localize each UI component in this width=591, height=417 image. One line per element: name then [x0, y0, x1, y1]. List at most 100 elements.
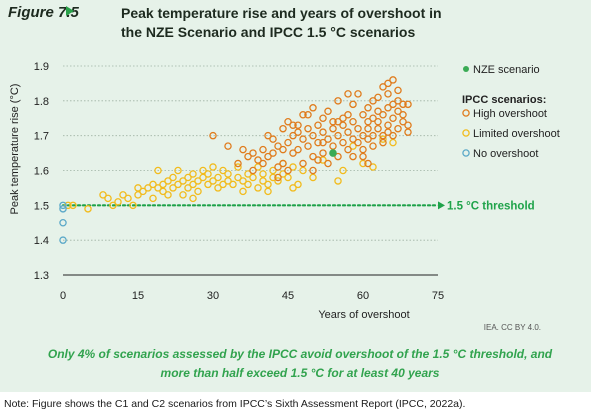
point-high-overshoot — [324, 107, 332, 116]
x-axis-label: Years of overshoot — [318, 309, 409, 321]
y-tick-label: 1.8 — [34, 96, 49, 108]
point-high-overshoot — [319, 128, 327, 136]
point-high-overshoot — [334, 152, 342, 161]
point-limited-overshoot — [174, 180, 182, 189]
point-high-overshoot — [279, 145, 287, 154]
point-limited-overshoot — [224, 170, 232, 178]
point-limited-overshoot — [64, 201, 72, 210]
point-high-overshoot — [269, 135, 277, 143]
point-no-overshoot — [59, 201, 67, 210]
point-limited-overshoot — [154, 166, 162, 175]
point-high-overshoot — [259, 159, 267, 168]
point-high-overshoot — [299, 159, 307, 168]
point-limited-overshoot — [239, 187, 247, 196]
point-limited-overshoot — [169, 173, 177, 182]
x-tick-label: 60 — [357, 290, 369, 302]
point-high-overshoot — [404, 121, 412, 129]
point-high-overshoot — [309, 152, 317, 161]
point-high-overshoot — [394, 107, 402, 116]
point-high-overshoot — [299, 135, 307, 143]
x-tick-label: 0 — [60, 290, 66, 302]
point-no-overshoot — [59, 205, 67, 213]
figure-label: Figure 7.5 — [8, 4, 79, 21]
point-limited-overshoot — [264, 180, 272, 189]
point-high-overshoot — [309, 104, 317, 112]
point-high-overshoot — [329, 124, 337, 133]
point-limited-overshoot — [164, 177, 172, 185]
y-tick-label: 1.7 — [34, 131, 49, 143]
point-limited-overshoot — [264, 187, 272, 196]
x-tick-label: 45 — [282, 290, 294, 302]
point-high-overshoot — [274, 142, 282, 150]
point-high-overshoot — [289, 131, 297, 140]
y-tick-label: 1.6 — [34, 166, 49, 178]
point-limited-overshoot — [214, 173, 222, 182]
point-high-overshoot — [374, 93, 382, 102]
point-limited-overshoot — [164, 191, 172, 199]
point-high-overshoot — [289, 121, 297, 129]
point-limited-overshoot — [159, 187, 167, 196]
point-limited-overshoot — [184, 184, 192, 192]
point-limited-overshoot — [109, 201, 117, 210]
point-high-overshoot — [314, 156, 322, 164]
point-high-overshoot — [394, 86, 402, 95]
point-high-overshoot — [334, 131, 342, 140]
point-high-overshoot — [349, 135, 357, 143]
point-high-overshoot — [389, 131, 397, 140]
point-high-overshoot — [294, 145, 302, 154]
point-high-overshoot — [294, 128, 302, 136]
point-limited-overshoot — [309, 173, 317, 182]
point-high-overshoot — [404, 128, 412, 136]
legend-label-high-overshoot: High overshoot — [473, 108, 547, 120]
key-takeaway: Only 4% of scenarios assessed by the IPC… — [47, 347, 553, 380]
point-high-overshoot — [314, 138, 322, 147]
point-limited-overshoot — [334, 177, 342, 185]
point-high-overshoot — [364, 135, 372, 143]
point-high-overshoot — [369, 142, 377, 150]
point-high-overshoot — [369, 114, 377, 123]
point-limited-overshoot — [254, 184, 262, 192]
point-limited-overshoot — [369, 163, 377, 171]
point-high-overshoot — [379, 131, 387, 140]
point-high-overshoot — [329, 142, 337, 150]
point-high-overshoot — [389, 114, 397, 123]
point-nze-scenario — [329, 149, 337, 157]
point-high-overshoot — [284, 166, 292, 175]
point-high-overshoot — [224, 142, 232, 150]
point-high-overshoot — [249, 166, 257, 175]
point-limited-overshoot — [269, 166, 277, 175]
point-high-overshoot — [379, 111, 387, 119]
point-limited-overshoot — [144, 184, 152, 192]
point-limited-overshoot — [244, 170, 252, 178]
point-high-overshoot — [334, 97, 342, 105]
point-high-overshoot — [264, 152, 272, 161]
point-high-overshoot — [364, 117, 372, 126]
point-high-overshoot — [359, 152, 367, 161]
figure-header: Figure 7.5 Peak temperature rise and yea… — [8, 3, 588, 43]
point-limited-overshoot — [289, 184, 297, 192]
point-limited-overshoot — [234, 173, 242, 182]
point-high-overshoot — [359, 111, 367, 119]
point-limited-overshoot — [219, 180, 227, 189]
point-limited-overshoot — [284, 173, 292, 182]
y-tick-label: 1.9 — [34, 61, 49, 73]
figure-panel: Figure 7.5 Peak temperature rise and yea… — [0, 0, 591, 392]
point-limited-overshoot — [199, 166, 207, 175]
point-limited-overshoot — [99, 191, 107, 199]
point-high-overshoot — [364, 104, 372, 112]
point-high-overshoot — [304, 124, 312, 133]
point-high-overshoot — [384, 104, 392, 112]
legend: NZE scenario IPCC scenarios: High overshoo… — [462, 64, 560, 160]
point-high-overshoot — [344, 111, 352, 119]
point-limited-overshoot — [294, 180, 302, 189]
source-credit: IEA. CC BY 4.0. — [483, 323, 541, 332]
point-limited-overshoot — [159, 180, 167, 189]
point-high-overshoot — [389, 76, 397, 84]
point-limited-overshoot — [184, 173, 192, 182]
point-high-overshoot — [404, 100, 412, 109]
point-high-overshoot — [299, 111, 307, 119]
axes: 1.3 1.4 1.5 1.6 1.7 1.8 1.9 0 15 30 45 60 75 — [34, 61, 444, 302]
point-high-overshoot — [274, 173, 282, 182]
point-limited-overshoot — [319, 156, 327, 164]
point-high-overshoot — [209, 131, 217, 140]
